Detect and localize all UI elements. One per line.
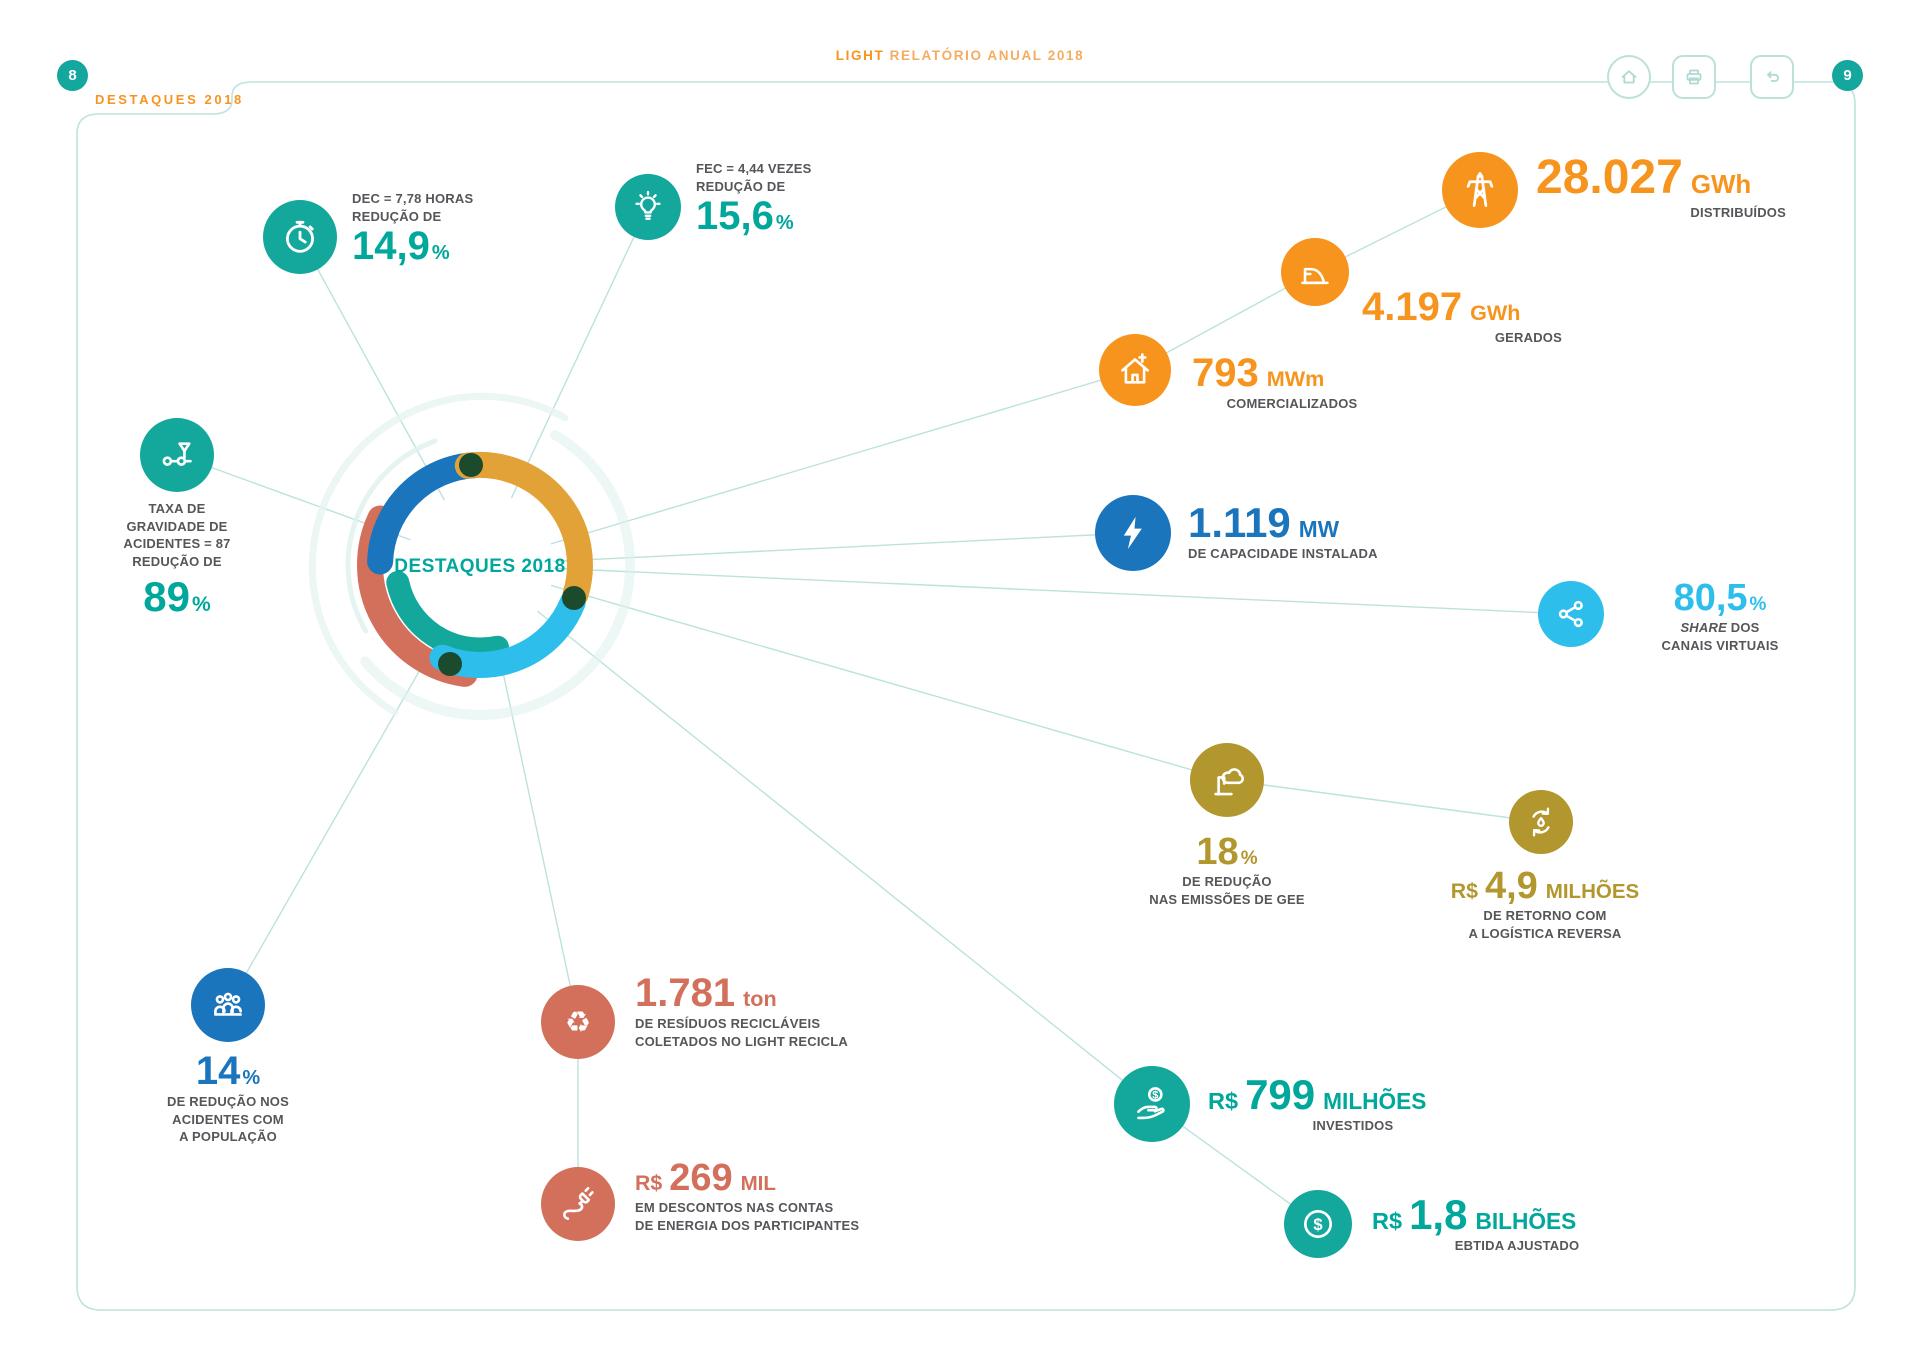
callout-dec: DEC = 7,78 HORAS REDUÇÃO DE 14,9% <box>352 190 473 268</box>
print-icon <box>1686 69 1702 85</box>
back-icon <box>1767 71 1779 82</box>
callout-ebitda: R$ 1,8 BILHÕES EBTIDA AJUSTADO <box>1372 1192 1672 1255</box>
section-label: DESTAQUES 2018 <box>95 92 244 107</box>
callout-fec: FEC = 4,44 VEZES REDUÇÃO DE 15,6% <box>696 160 812 238</box>
print-button[interactable] <box>1672 55 1716 99</box>
svg-text:$: $ <box>1152 1090 1158 1102</box>
callout-recicla: 1.781 ton DE RESÍDUOS RECICLÁVEIS COLETAD… <box>635 971 848 1050</box>
gravidade-label-2: GRAVIDADE DE <box>126 518 228 534</box>
center-ring-label: DESTAQUES 2018 <box>394 556 565 577</box>
callout-distribuidos: 28.027 GWh DISTRIBUÍDOS <box>1536 152 1816 221</box>
investidos-label: INVESTIDOS <box>1312 1118 1394 1134</box>
populacao-value: 14% <box>195 1049 261 1093</box>
lightning-icon <box>1095 495 1171 571</box>
clock-icon <box>263 200 337 274</box>
callout-populacao: 14% DE REDUÇÃO NOS ACIDENTES COM A POPUL… <box>118 1049 338 1146</box>
center-highlights-ring: DESTAQUES 2018 <box>308 392 635 721</box>
gerados-label: GERADOS <box>1494 330 1562 346</box>
callout-gravidade: TAXA DE GRAVIDADE DE ACIDENTES = 87 REDU… <box>67 500 287 620</box>
arc-gold <box>454 452 593 608</box>
fec-label-1: FEC = 4,44 VEZES <box>696 161 812 176</box>
descontos-label-1: EM DESCONTOS NAS CONTAS <box>635 1200 834 1216</box>
logistica-label-1: DE RETORNO COM <box>1483 908 1607 924</box>
logistica-value: R$ 4,9 MILHÕES <box>1450 865 1640 907</box>
emissions-icon <box>1190 743 1264 817</box>
svg-text:♻: ♻ <box>565 1005 591 1039</box>
page-number-right[interactable]: 9 <box>1832 60 1863 91</box>
dec-label-2: REDUÇÃO DE <box>352 208 442 224</box>
hydro-plant-icon <box>1281 238 1349 306</box>
dec-value: 14,9% <box>352 224 450 269</box>
gerados-value: 4.197 GWh <box>1362 285 1521 329</box>
report-header: LIGHT RELATÓRIO ANUAL 2018 <box>0 48 1920 63</box>
comercializados-value: 793 MWm <box>1192 351 1325 395</box>
share-label-2: CANAIS VIRTUAIS <box>1661 637 1779 653</box>
capacidade-value: 1.119 MW <box>1188 499 1340 546</box>
share-value: 80,5% <box>1673 577 1767 619</box>
recicla-label-1: DE RESÍDUOS RECICLÁVEIS <box>635 1016 821 1032</box>
recicla-label-2: COLETADOS NO LIGHT RECICLA <box>635 1033 848 1049</box>
arc-cyan <box>429 589 586 678</box>
callout-comercializados: 793 MWm COMERCIALIZADOS <box>1192 351 1412 413</box>
back-button[interactable] <box>1750 55 1794 99</box>
gee-label-1: DE REDUÇÃO <box>1182 874 1272 890</box>
svg-text:$: $ <box>1313 1215 1323 1234</box>
fec-value: 15,6% <box>696 194 794 239</box>
callout-share: 80,5% SHARE DOS CANAIS VIRTUAIS <box>1620 577 1820 654</box>
hand-coin-icon: $ <box>1114 1066 1190 1142</box>
ebitda-value: R$ 1,8 BILHÕES <box>1372 1191 1577 1238</box>
logistica-label-2: A LOGÍSTICA REVERSA <box>1468 925 1622 941</box>
callout-gee: 18% DE REDUÇÃO NAS EMISSÕES DE GEE <box>1107 831 1347 908</box>
gravidade-label-4: REDUÇÃO DE <box>132 553 222 569</box>
callout-investidos: R$ 799 MILHÕES INVESTIDOS <box>1208 1072 1508 1135</box>
callout-logistica: R$ 4,9 MILHÕES DE RETORNO COM A LOGÍSTICA … <box>1385 865 1705 942</box>
page-number-left[interactable]: 8 <box>57 60 88 91</box>
populacao-label-2: ACIDENTES COM <box>172 1111 284 1127</box>
dollar-coin-icon: $ <box>1284 1190 1352 1258</box>
distribuidos-value: 28.027 GWh <box>1536 151 1752 204</box>
capacidade-label: DE CAPACIDADE INSTALADA <box>1188 546 1378 562</box>
house-energy-icon <box>1099 334 1171 406</box>
people-icon <box>191 968 265 1042</box>
transmission-tower-icon <box>1442 152 1518 228</box>
arc-teal <box>386 571 509 661</box>
gravidade-value: 89% <box>143 573 211 621</box>
callout-gerados: 4.197 GWh GERADOS <box>1362 285 1592 347</box>
distribuidos-label: DISTRIBUÍDOS <box>1690 204 1786 220</box>
populacao-label-3: A POPULAÇÃO <box>179 1129 277 1145</box>
gravidade-label-1: TAXA DE <box>148 501 206 516</box>
home-icon <box>1621 70 1637 84</box>
accident-severity-icon <box>140 418 214 492</box>
page-frame-border <box>76 81 1856 1311</box>
share-label-1: SHARE DOS <box>1680 620 1760 636</box>
descontos-value: R$ 269 MIL <box>635 1157 776 1199</box>
home-button[interactable] <box>1607 55 1651 99</box>
gee-label-2: NAS EMISSÕES DE GEE <box>1149 891 1305 907</box>
recicla-value: 1.781 ton <box>635 971 777 1015</box>
callout-descontos: R$ 269 MIL EM DESCONTOS NAS CONTAS DE ENER… <box>635 1157 860 1234</box>
descontos-label-2: DE ENERGIA DOS PARTICIPANTES <box>635 1217 860 1233</box>
comercializados-label: COMERCIALIZADOS <box>1226 396 1358 412</box>
reverse-logistics-icon <box>1509 790 1573 854</box>
callout-capacidade: 1.119 MW DE CAPACIDADE INSTALADA <box>1188 500 1378 563</box>
share-icon <box>1538 581 1604 647</box>
report-title: RELATÓRIO ANUAL 2018 <box>884 48 1085 63</box>
lightbulb-icon <box>615 174 681 240</box>
gravidade-label-3: ACIDENTES = 87 <box>123 536 231 552</box>
brand-name: LIGHT <box>835 48 885 63</box>
gee-value: 18% <box>1196 831 1258 873</box>
populacao-label-1: DE REDUÇÃO NOS <box>167 1094 289 1110</box>
plug-icon <box>541 1167 615 1241</box>
junction-dots <box>438 453 586 676</box>
ebitda-label: EBTIDA AJUSTADO <box>1454 1238 1580 1254</box>
fec-label-2: REDUÇÃO DE <box>696 178 786 194</box>
recycle-icon: ♻ <box>541 985 615 1059</box>
dec-label-1: DEC = 7,78 HORAS <box>352 191 474 206</box>
investidos-value: R$ 799 MILHÕES <box>1208 1071 1427 1118</box>
